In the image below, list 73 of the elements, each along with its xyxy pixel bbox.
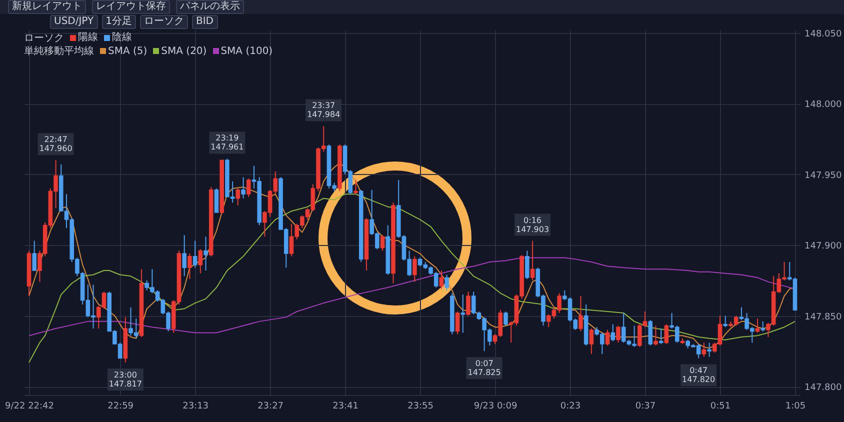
annotation: ローソク xyxy=(24,32,64,44)
candlestick xyxy=(658,328,664,345)
candlestick xyxy=(525,250,530,280)
text: レイアウト保存 xyxy=(92,0,170,14)
candlestick xyxy=(616,325,620,344)
candlestick xyxy=(444,274,449,291)
x-tick-label: 0:37 xyxy=(635,402,656,412)
annotation: 23:00 147.817 xyxy=(108,370,142,388)
candlestick xyxy=(530,240,535,281)
x-tick-label: 1:05 xyxy=(785,402,806,412)
candlestick xyxy=(466,291,470,316)
text: BID xyxy=(192,15,218,29)
x-tick-label: 9/23 0:09 xyxy=(474,402,518,412)
x-tick-label: 9/22 22:42 xyxy=(4,402,54,412)
annotation: 陰線 xyxy=(112,31,132,44)
annotation: 0:16 147.903 xyxy=(516,216,550,234)
text: ローソク xyxy=(140,15,188,29)
candlestick xyxy=(354,179,358,195)
candlestick xyxy=(204,236,208,272)
candlestick xyxy=(760,320,766,332)
candlestick xyxy=(589,328,594,354)
legend-label: SMA (20) xyxy=(161,44,207,58)
candlestick xyxy=(610,324,616,342)
candlestick xyxy=(504,311,508,326)
x-tick-label: 22:59 xyxy=(108,402,134,412)
x-tick-label: 23:55 xyxy=(408,402,434,412)
annotation: 0:07 147.825 xyxy=(468,359,501,378)
text: パネルの表示 xyxy=(176,0,244,14)
legend-label: SMA (100) xyxy=(220,44,273,58)
text: USD/JPY xyxy=(50,15,98,29)
candlestick xyxy=(192,240,198,268)
candlestick xyxy=(648,320,653,346)
candlestick xyxy=(182,234,186,277)
candlestick xyxy=(236,188,240,206)
candlestick xyxy=(455,311,460,335)
candlestick xyxy=(723,315,728,328)
y-tick-label: 147.850 xyxy=(804,312,842,322)
candlestick xyxy=(755,318,760,334)
x-tick-label: 23:41 xyxy=(332,402,359,412)
y-tick-label: 147.950 xyxy=(804,170,842,181)
candlestick xyxy=(702,342,706,358)
candlestick xyxy=(32,240,37,272)
candlestick xyxy=(664,324,669,345)
candlestick xyxy=(439,270,444,290)
candlestick xyxy=(707,342,712,358)
annotation: 0:47 147.820 xyxy=(682,366,716,384)
candlestick xyxy=(460,294,466,334)
candlestick xyxy=(246,178,251,198)
candlestick xyxy=(412,256,417,282)
annotation: 23:37 147.984 xyxy=(307,101,340,120)
candlestick xyxy=(605,329,610,346)
annotation: 22:47 147.960 xyxy=(39,135,72,154)
y-tick-label: 147.800 xyxy=(804,383,842,394)
text: 新規レイアウト xyxy=(8,0,86,14)
text: 1分足 xyxy=(102,15,136,29)
candlestick xyxy=(380,234,385,252)
annotation: 23:19 147.961 xyxy=(210,134,244,152)
y-tick-label: 148.050 xyxy=(804,29,842,40)
x-tick-label: 0:51 xyxy=(710,402,731,412)
candlestick xyxy=(214,188,219,213)
candlestick xyxy=(198,248,203,274)
candlestick xyxy=(241,176,246,199)
x-tick-label: 23:13 xyxy=(182,402,209,412)
y-tick-label: 148.000 xyxy=(804,100,842,110)
candlestick xyxy=(188,253,192,280)
x-tick-label: 23:27 xyxy=(258,402,284,412)
x-tick-label: 0:23 xyxy=(560,402,581,412)
candlestick xyxy=(654,325,658,346)
y-tick-label: 147.900 xyxy=(804,242,842,252)
candlestick xyxy=(578,295,583,332)
annotation: 陽線 xyxy=(78,31,98,44)
legend-title: 単純移動平均線 xyxy=(24,45,94,58)
legend-label: SMA (5) xyxy=(108,44,148,58)
